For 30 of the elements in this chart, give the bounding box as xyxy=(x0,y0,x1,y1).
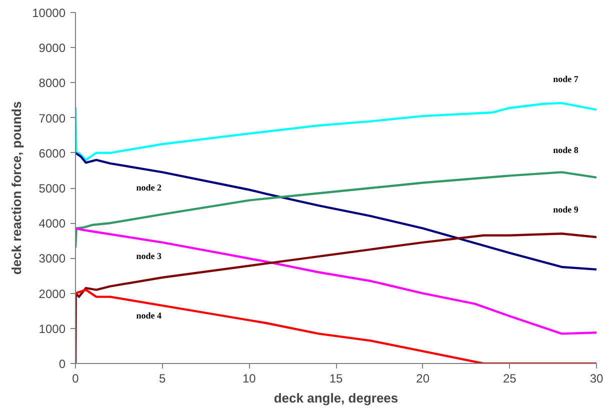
y-tick-label: 4000 xyxy=(38,216,66,231)
y-tick-label: 10000 xyxy=(32,6,66,20)
line-series xyxy=(76,102,596,162)
series-label: node 4 xyxy=(136,310,162,321)
y-tick-label: 8000 xyxy=(38,76,66,90)
x-axis-title: deck angle, degrees xyxy=(274,390,398,406)
line-series xyxy=(76,152,596,271)
x-tick-label: 0 xyxy=(72,372,80,386)
x-tick-label: 30 xyxy=(590,372,604,386)
y-tick-label: 3000 xyxy=(38,252,66,266)
y-tick-label: 2000 xyxy=(38,286,66,301)
y-tick-label: 1000 xyxy=(38,322,66,336)
y-tick-label: 0 xyxy=(58,357,66,371)
series-label: node 3 xyxy=(136,251,162,262)
series-label: node 2 xyxy=(136,182,162,192)
x-tick-label: 25 xyxy=(502,372,517,386)
x-tick-label: 10 xyxy=(242,372,256,386)
y-tick-label: 7000 xyxy=(38,111,66,126)
x-tick-label: 5 xyxy=(158,372,166,386)
line-series xyxy=(76,227,596,335)
y-axis-title: deck reaction force, pounds xyxy=(9,101,24,275)
x-tick-label: 15 xyxy=(329,372,343,386)
y-tick-label: 6000 xyxy=(38,146,66,160)
x-tick-label: 20 xyxy=(416,372,430,386)
text: node 9 xyxy=(553,204,579,215)
y-tick-label: 5000 xyxy=(38,182,66,196)
series-label: node 8 xyxy=(553,145,579,156)
y-tick-label: 9000 xyxy=(38,41,66,56)
text: node 7 xyxy=(553,74,579,84)
line-series xyxy=(76,171,596,249)
